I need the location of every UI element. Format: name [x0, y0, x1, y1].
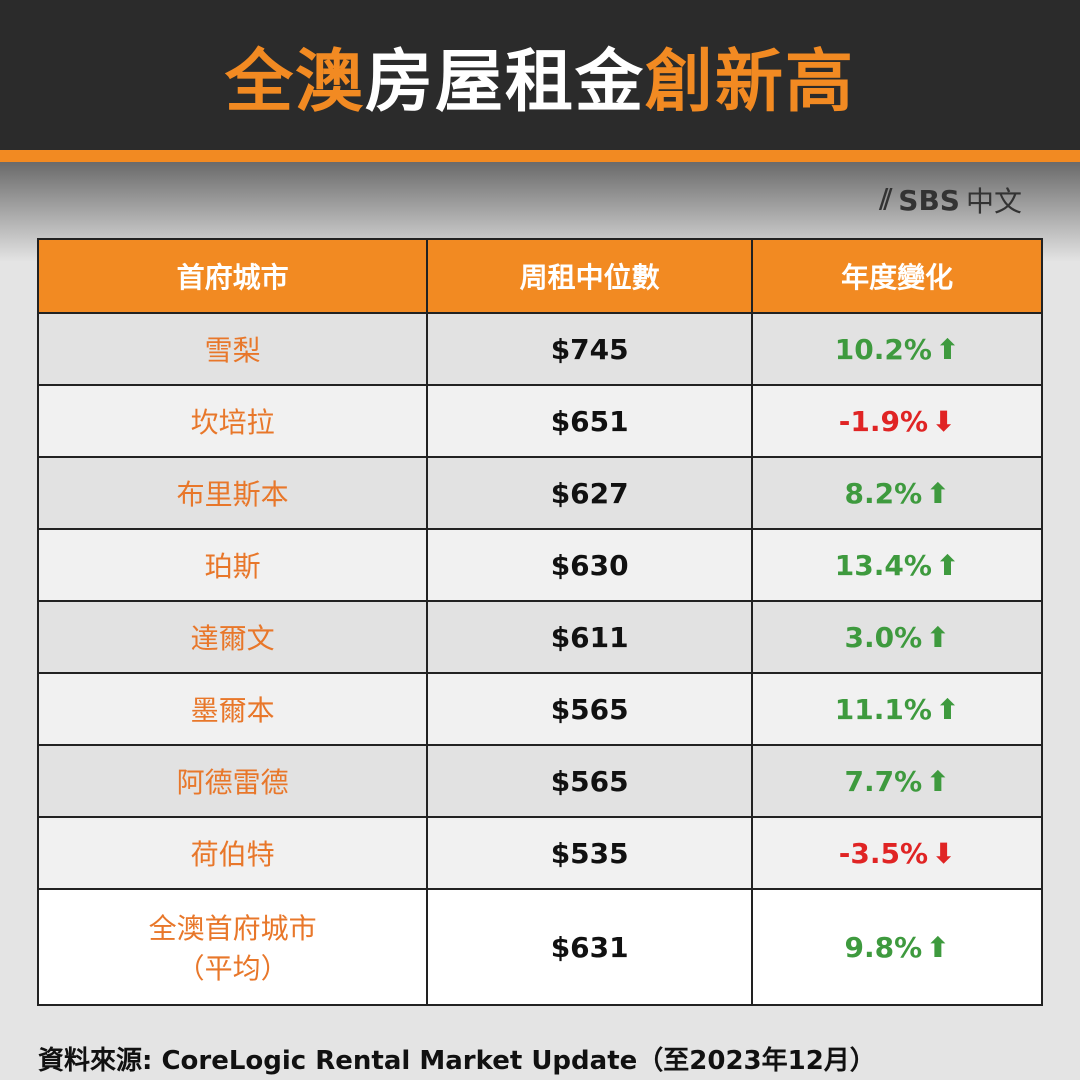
change-cell: 8.2% ⬆: [751, 456, 1043, 530]
rent-cell: $651: [426, 384, 754, 458]
arrow-up-icon: ⬆: [926, 476, 950, 510]
change-cell: -1.9% ⬇: [751, 384, 1043, 458]
sbs-logo: ⫽ SBS 中文: [879, 183, 1022, 218]
city-cell: 荷伯特: [36, 816, 429, 890]
change-cell: 3.0% ⬆: [751, 600, 1043, 674]
rent-cell: $565: [426, 744, 754, 818]
city-cell: 墨爾本: [36, 672, 429, 746]
source-note: 資料來源: CoreLogic Rental Market Update（至20…: [38, 1046, 876, 1076]
rent-cell: $631: [426, 888, 754, 1006]
table-row-total: 全澳首府城市 （平均） $631 9.8% ⬆: [36, 888, 1043, 1006]
arrow-up-icon: ⬆: [926, 930, 950, 964]
city-cell: 全澳首府城市 （平均）: [36, 888, 429, 1006]
change-cell: 10.2% ⬆: [751, 312, 1043, 386]
header-city: 首府城市: [36, 238, 429, 314]
header-change: 年度變化: [751, 238, 1043, 314]
table-row: 布里斯本 $627 8.2% ⬆: [36, 456, 1043, 530]
city-cell: 達爾文: [36, 600, 429, 674]
table-row: 珀斯 $630 13.4% ⬆: [36, 528, 1043, 602]
city-cell: 珀斯: [36, 528, 429, 602]
rent-cell: $630: [426, 528, 754, 602]
city-cell: 坎培拉: [36, 384, 429, 458]
table-row: 達爾文 $611 3.0% ⬆: [36, 600, 1043, 674]
title-banner: 全澳房屋租金創新高: [0, 0, 1080, 150]
change-cell: 9.8% ⬆: [751, 888, 1043, 1006]
sbs-wave-icon: ⫽: [879, 183, 893, 216]
arrow-up-icon: ⬆: [935, 548, 960, 582]
change-cell: 7.7% ⬆: [751, 744, 1043, 818]
page-title: 全澳房屋租金創新高: [224, 42, 856, 122]
change-cell: -3.5% ⬇: [751, 816, 1043, 890]
rent-cell: $611: [426, 600, 754, 674]
table-row: 坎培拉 $651 -1.9% ⬇: [36, 384, 1043, 458]
arrow-up-icon: ⬆: [935, 332, 960, 366]
rent-cell: $535: [426, 816, 754, 890]
orange-divider: [0, 150, 1080, 162]
change-cell: 11.1% ⬆: [751, 672, 1043, 746]
table-row: 墨爾本 $565 11.1% ⬆: [36, 672, 1043, 746]
table-row: 雪梨 $745 10.2% ⬆: [36, 312, 1043, 386]
city-cell: 阿德雷德: [36, 744, 429, 818]
rent-cell: $565: [426, 672, 754, 746]
rent-table: 首府城市 周租中位數 年度變化 雪梨 $745 10.2% ⬆ 坎培拉 $651 …: [36, 238, 1043, 1006]
arrow-up-icon: ⬆: [926, 764, 950, 798]
table-row: 阿德雷德 $565 7.7% ⬆: [36, 744, 1043, 818]
header-rent: 周租中位數: [426, 238, 754, 314]
arrow-down-icon: ⬇: [932, 836, 956, 870]
arrow-down-icon: ⬇: [932, 404, 956, 438]
arrow-up-icon: ⬆: [926, 620, 950, 654]
table-row: 荷伯特 $535 -3.5% ⬇: [36, 816, 1043, 890]
arrow-up-icon: ⬆: [935, 692, 960, 726]
rent-cell: $627: [426, 456, 754, 530]
change-cell: 13.4% ⬆: [751, 528, 1043, 602]
city-cell: 布里斯本: [36, 456, 429, 530]
city-cell: 雪梨: [36, 312, 429, 386]
rent-cell: $745: [426, 312, 754, 386]
